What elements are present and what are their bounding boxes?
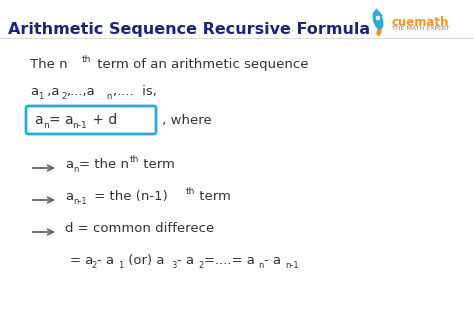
Text: n: n: [106, 92, 111, 101]
Text: d = common differece: d = common differece: [65, 222, 214, 235]
Text: =....= a: =....= a: [204, 254, 255, 267]
Text: - a: - a: [264, 254, 281, 267]
Text: 2: 2: [198, 261, 203, 270]
Text: The n: The n: [30, 58, 68, 71]
Text: = a: = a: [70, 254, 93, 267]
Text: a: a: [34, 113, 43, 127]
Text: cuemath: cuemath: [392, 16, 449, 29]
Ellipse shape: [373, 10, 383, 30]
Text: a: a: [30, 85, 38, 98]
Text: (or) a: (or) a: [124, 254, 164, 267]
Text: a: a: [65, 190, 73, 203]
Text: term of an arithmetic sequence: term of an arithmetic sequence: [93, 58, 309, 71]
Text: + d: + d: [88, 113, 117, 127]
Text: - a: - a: [177, 254, 194, 267]
Text: Arithmetic Sequence Recursive Formula: Arithmetic Sequence Recursive Formula: [8, 22, 370, 37]
Ellipse shape: [376, 28, 382, 36]
Text: th: th: [130, 155, 139, 164]
Text: ,....  is,: ,.... is,: [113, 85, 157, 98]
Text: 1: 1: [118, 261, 123, 270]
Text: n: n: [43, 121, 49, 130]
Text: 2: 2: [91, 261, 96, 270]
Text: n-1: n-1: [72, 121, 87, 130]
Text: th: th: [82, 55, 91, 64]
Text: term: term: [195, 190, 231, 203]
Text: = the n: = the n: [79, 158, 129, 171]
Text: n-1: n-1: [73, 197, 87, 206]
Text: = a: = a: [49, 113, 73, 127]
Text: - a: - a: [97, 254, 114, 267]
Text: THE MATH EXPERT: THE MATH EXPERT: [392, 26, 449, 31]
Text: 1: 1: [38, 92, 43, 101]
Circle shape: [375, 15, 381, 21]
Text: ,a: ,a: [43, 85, 60, 98]
Text: n: n: [73, 165, 78, 174]
Polygon shape: [373, 8, 383, 18]
Text: term: term: [139, 158, 175, 171]
Text: ,...,a: ,...,a: [66, 85, 95, 98]
Text: th: th: [186, 187, 195, 196]
Text: , where: , where: [158, 114, 212, 127]
Text: n: n: [258, 261, 264, 270]
FancyBboxPatch shape: [26, 106, 156, 134]
Text: n-1: n-1: [285, 261, 299, 270]
Text: a: a: [65, 158, 73, 171]
Text: 2: 2: [61, 92, 66, 101]
Text: 3: 3: [171, 261, 176, 270]
Text: = the (n-1): = the (n-1): [90, 190, 168, 203]
